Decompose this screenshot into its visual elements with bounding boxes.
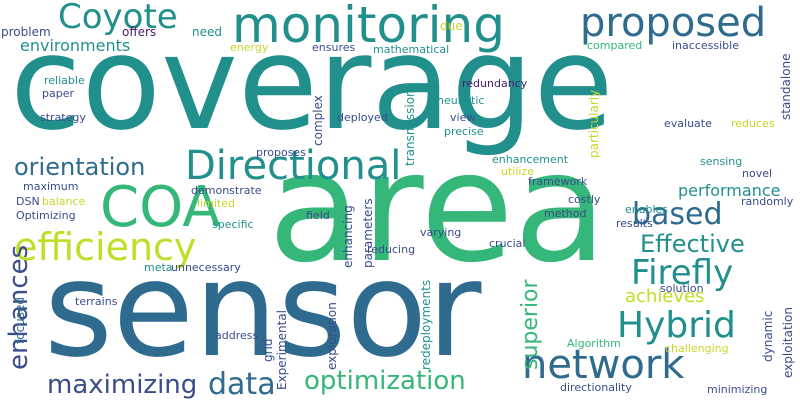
- word-network: network: [522, 342, 685, 388]
- word-sensor: sensor: [44, 233, 482, 387]
- word-results: results: [616, 217, 653, 230]
- word-effective: Effective: [640, 230, 745, 258]
- word-efficiency: efficiency: [14, 225, 197, 269]
- word-complex: complex: [311, 95, 325, 146]
- word-maximum: maximum: [23, 180, 79, 193]
- word-redeployments: redeployments: [419, 279, 433, 370]
- word-deployed: deployed: [337, 111, 388, 124]
- word-optimizing: Optimizing: [16, 209, 76, 222]
- word-problem: problem: [1, 25, 51, 39]
- word-directionality: directionality: [560, 381, 632, 394]
- word-orientation: orientation: [14, 153, 146, 181]
- word-due: due: [440, 19, 463, 33]
- word-directional: Directional: [185, 143, 402, 189]
- word-enables: enables: [625, 203, 669, 216]
- word-performance: performance: [678, 181, 781, 200]
- word-minimizing: minimizing: [707, 383, 768, 396]
- word-firefly: Firefly: [631, 253, 734, 293]
- word-proposed: proposed: [580, 0, 767, 46]
- word-crucial: crucial: [489, 237, 526, 250]
- word-limited: limited: [197, 197, 235, 210]
- word-challenging: challenging: [665, 342, 729, 355]
- word-novel: novel: [742, 167, 773, 180]
- word-balance: balance: [42, 195, 86, 208]
- word-exploration: exploration: [325, 302, 339, 370]
- word-exploitation: exploitation: [781, 307, 795, 378]
- word-need: need: [192, 25, 222, 39]
- word-evaluate: evaluate: [664, 117, 712, 130]
- word-specific: specific: [212, 218, 254, 231]
- word-based: based: [632, 197, 723, 232]
- word-costly: costly: [568, 193, 601, 206]
- word-parameters: parameters: [361, 198, 375, 268]
- word-energy: energy: [230, 41, 269, 54]
- word-data: data: [208, 367, 276, 400]
- word-sensing: sensing: [700, 155, 743, 168]
- word-heuristic: heuristic: [437, 94, 485, 107]
- word-enhancing: enhancing: [341, 205, 355, 268]
- word-framework: framework: [528, 175, 588, 188]
- word-utilize: utilize: [501, 165, 534, 178]
- word-reduces: reduces: [731, 117, 775, 130]
- word-enhancement: enhancement: [492, 153, 569, 166]
- word-algorithm: Algorithm: [567, 337, 621, 350]
- word-focused: focused: [13, 296, 27, 344]
- word-coa: COA: [100, 175, 221, 240]
- word-environments: environments: [20, 36, 131, 55]
- word-inaccessible: inaccessible: [672, 39, 739, 52]
- word-unnecessary: unnecessary: [171, 261, 241, 274]
- word-ensures: ensures: [312, 41, 356, 54]
- word-field: field: [306, 209, 330, 222]
- word-mathematical: mathematical: [373, 43, 450, 56]
- word-maximizing: maximizing: [47, 370, 198, 400]
- word-standalone: standalone: [779, 53, 793, 120]
- word-compared: compared: [587, 39, 643, 52]
- word-coverage: coverage: [10, 7, 614, 159]
- word-hybrid: Hybrid: [617, 305, 736, 346]
- word-grid: grid: [261, 338, 275, 362]
- word-terrains: terrains: [75, 295, 118, 308]
- word-offers: offers: [122, 25, 157, 39]
- word-reliable: reliable: [44, 74, 85, 87]
- word-monitoring: monitoring: [232, 0, 505, 54]
- word-experimental: Experimental: [275, 309, 289, 390]
- word-varying: varying: [420, 226, 462, 239]
- word-strategy: strategy: [40, 111, 86, 124]
- word-reducing: reducing: [367, 243, 416, 256]
- word-dsn: DSN: [16, 195, 40, 208]
- word-dynamic: dynamic: [761, 310, 775, 362]
- word-particularly: particularly: [587, 89, 601, 158]
- word-paper: paper: [42, 87, 74, 100]
- word-precise: precise: [444, 125, 484, 138]
- word-solution: solution: [660, 282, 704, 295]
- word-area: area: [268, 119, 607, 296]
- word-achieves: achieves: [625, 286, 705, 307]
- word-coyote: Coyote: [58, 0, 178, 37]
- word-proposes: proposes: [256, 146, 306, 159]
- word-optimization: optimization: [304, 366, 466, 396]
- word-randomly: randomly: [741, 195, 794, 208]
- word-superior: superior: [518, 279, 543, 370]
- word-address: address: [215, 329, 259, 342]
- word-transmission: transmission: [403, 89, 417, 166]
- word-meta: meta: [144, 261, 173, 274]
- word-demonstrate: demonstrate: [191, 184, 262, 197]
- word-method: method: [544, 207, 587, 220]
- word-view: view: [450, 111, 476, 124]
- word-redundancy: redundancy: [462, 77, 528, 90]
